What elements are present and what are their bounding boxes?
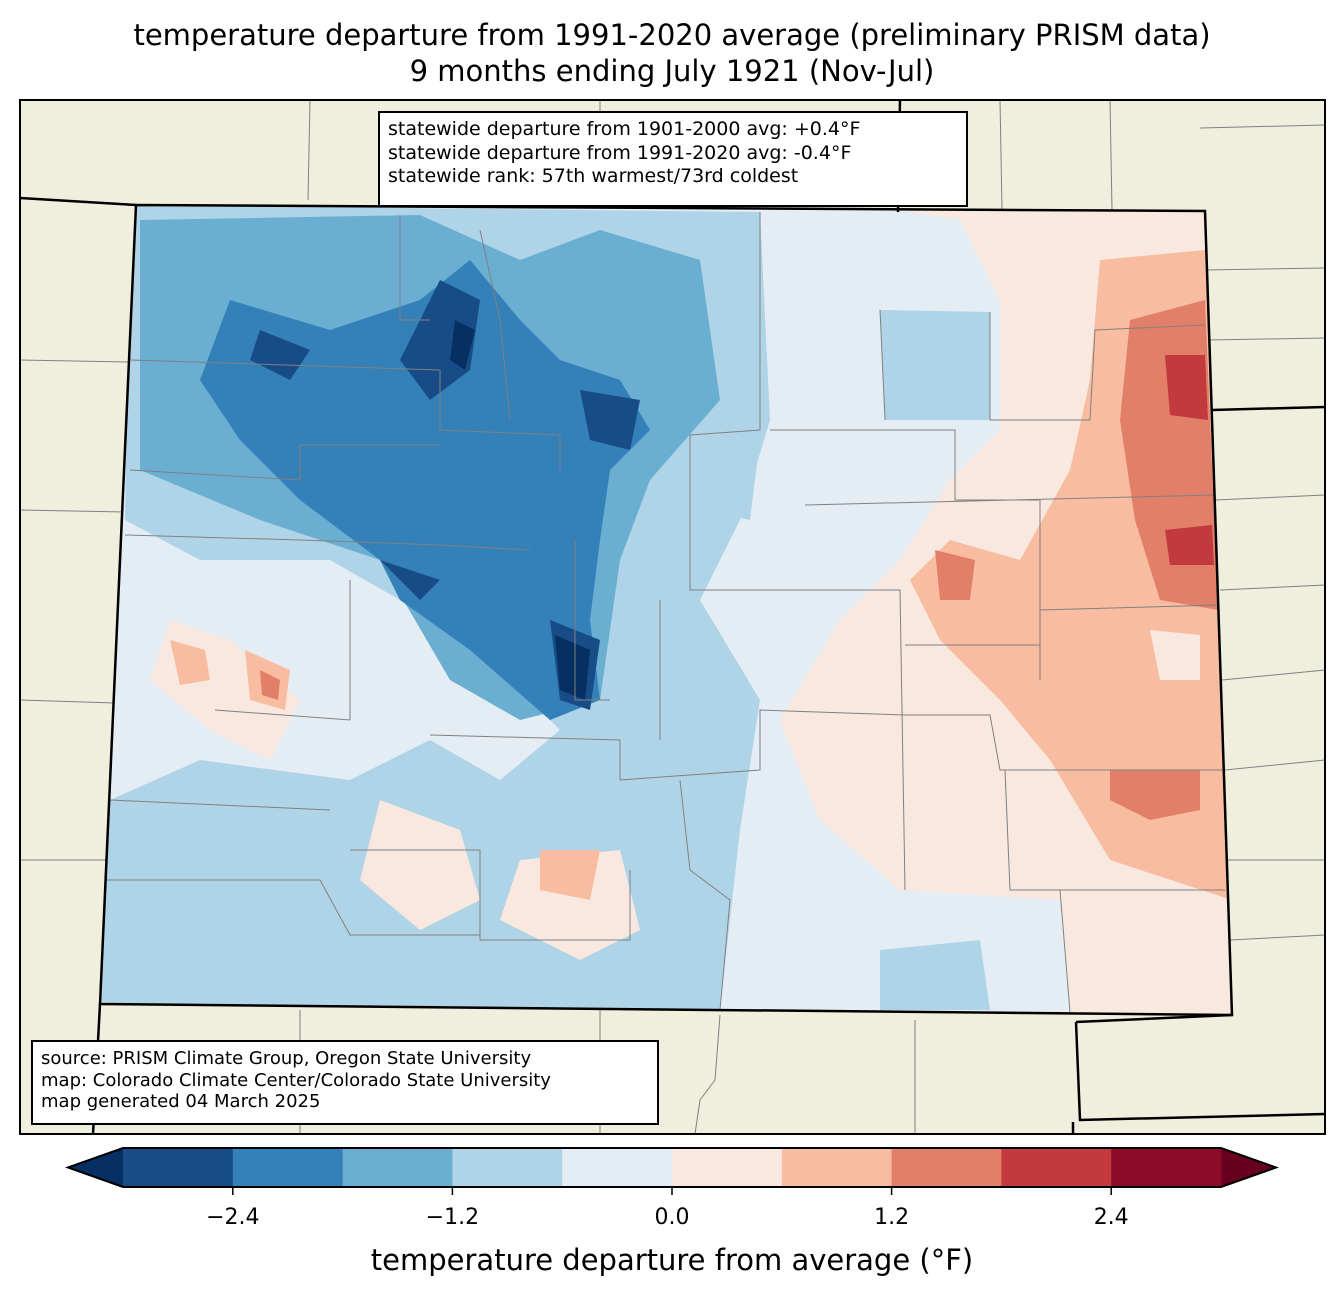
temperature-contour-band <box>1150 630 1200 680</box>
stat-departure-1991-2020: statewide departure from 1991-2020 avg: … <box>388 141 852 164</box>
colorbar-bin <box>562 1148 673 1187</box>
temperature-field <box>100 205 1232 1015</box>
source-line: source: PRISM Climate Group, Oregon Stat… <box>41 1048 532 1069</box>
statewide-stats-box: statewide departure from 1901-2000 avg: … <box>378 111 968 207</box>
map-canvas <box>19 99 1326 1135</box>
colorbar-bin <box>1001 1148 1112 1187</box>
colorbar-tick-label: −1.2 <box>425 1205 480 1230</box>
colorbar-tick-label: 1.2 <box>874 1205 910 1230</box>
colorbar-tick-label: 0.0 <box>654 1205 690 1230</box>
temperature-contour-band <box>170 640 600 900</box>
source-credit-box: source: PRISM Climate Group, Oregon Stat… <box>31 1040 659 1125</box>
colorbar <box>65 1147 1279 1195</box>
county-lines <box>100 212 1225 1013</box>
temperature-contour-band <box>1165 355 1214 565</box>
generated-date-line: map generated 04 March 2025 <box>41 1091 321 1112</box>
colorbar-tick-label: 2.4 <box>1093 1205 1129 1230</box>
colorbar-over-extension <box>1221 1148 1276 1187</box>
colorbar-bin <box>342 1148 453 1187</box>
colorbar-bin <box>891 1148 1002 1187</box>
colorbar-bin <box>781 1148 893 1187</box>
stat-rank: statewide rank: 57th warmest/73rd coldes… <box>388 165 799 187</box>
colorbar-bin <box>672 1148 783 1187</box>
temperature-contour-band <box>320 310 990 1010</box>
temperature-contour-band <box>450 320 590 700</box>
map-subtitle: 9 months ending July 1921 (Nov-Jul) <box>409 54 935 88</box>
temperature-contour-band <box>250 280 640 710</box>
map-credit-line: map: Colorado Climate Center/Colorado St… <box>41 1069 551 1091</box>
stat-departure-1901-2000: statewide departure from 1901-2000 avg: … <box>388 118 861 140</box>
map-title: temperature departure from 1991-2020 ave… <box>133 18 1211 52</box>
colorbar-label: temperature departure from average (°F) <box>370 1243 974 1277</box>
colorbar-bin <box>452 1148 563 1187</box>
colorbar-tick-label: −2.4 <box>206 1205 260 1230</box>
temperature-contour-band <box>200 260 650 720</box>
colorbar-bin <box>1111 1148 1222 1187</box>
colorbar-bin <box>123 1148 234 1187</box>
colorbar-outline <box>65 1147 1279 1188</box>
colorbar-under-extension <box>68 1148 123 1187</box>
map-frame <box>19 99 1326 1135</box>
colorbar-bin <box>232 1148 344 1187</box>
